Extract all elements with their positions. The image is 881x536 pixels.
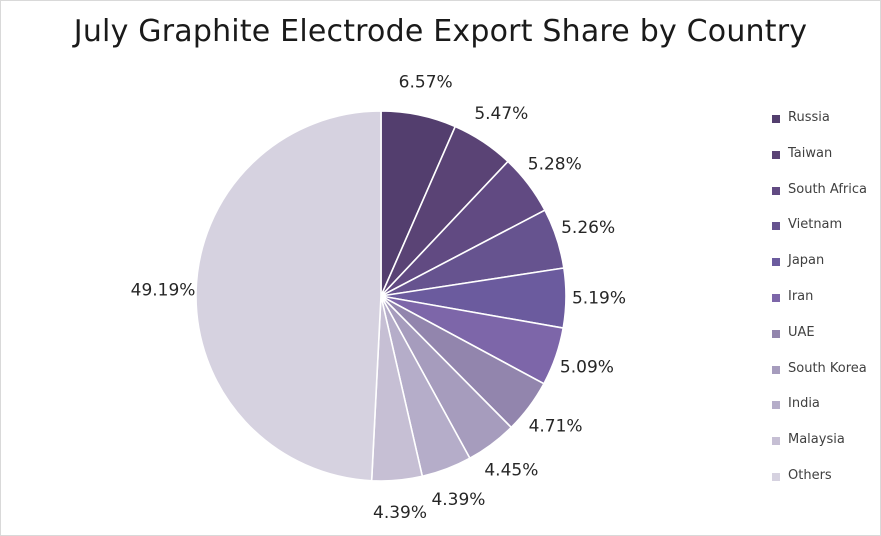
- legend-swatch: [772, 437, 780, 446]
- legend-swatch: [772, 329, 780, 338]
- legend-label: Iran: [788, 288, 814, 304]
- legend-swatch: [772, 115, 780, 123]
- legend-item: Others: [770, 466, 880, 502]
- legend-swatch: [772, 222, 780, 231]
- data-label-russia: 6.57%: [399, 73, 453, 93]
- legend-item: Malaysia: [770, 430, 880, 466]
- data-label-japan: 5.19%: [572, 288, 626, 308]
- data-label-india: 4.39%: [431, 490, 485, 510]
- pie-slice-others: [195, 110, 382, 482]
- legend-item: India: [770, 394, 880, 430]
- legend-label: India: [788, 396, 820, 412]
- chart-legend: Russia Taiwan South Africa Vietnam Japan Iran…: [770, 108, 880, 502]
- legend-label: Vietnam: [788, 217, 843, 233]
- data-label-taiwan: 5.47%: [474, 104, 528, 124]
- legend-swatch: [772, 401, 780, 410]
- data-label-malaysia: 4.39%: [373, 503, 427, 523]
- data-label-south-korea: 4.45%: [484, 461, 538, 481]
- legend-item: South Africa: [770, 180, 880, 216]
- chart-title: July Graphite Electrode Export Share by …: [73, 14, 808, 49]
- legend-swatch: [772, 365, 780, 374]
- legend-swatch: [772, 472, 780, 481]
- legend-item: South Korea: [770, 359, 880, 395]
- legend-swatch: [772, 293, 780, 302]
- legend-label: Malaysia: [788, 432, 845, 448]
- legend-label: UAE: [788, 324, 815, 340]
- legend-label: South Africa: [788, 181, 867, 197]
- legend-swatch: [772, 258, 780, 267]
- legend-item: UAE: [770, 323, 880, 359]
- legend-item: Russia: [770, 108, 880, 144]
- legend-label: Japan: [788, 253, 825, 269]
- legend-label: Russia: [788, 110, 830, 125]
- legend-item: Taiwan: [770, 144, 880, 180]
- data-label-vietnam: 5.26%: [561, 218, 615, 238]
- legend-item: Japan: [770, 251, 880, 287]
- data-label-uae: 4.71%: [529, 417, 583, 437]
- data-label-others: 49.19%: [131, 280, 196, 300]
- legend-swatch: [772, 186, 780, 195]
- legend-item: Vietnam: [770, 215, 880, 251]
- legend-item: Iran: [770, 287, 880, 323]
- data-label-iran: 5.09%: [560, 357, 614, 377]
- data-label-south-africa: 5.28%: [528, 154, 582, 174]
- legend-label: Taiwan: [788, 145, 833, 161]
- legend-label: South Korea: [788, 360, 867, 376]
- legend-swatch: [772, 150, 780, 159]
- legend-label: Others: [788, 467, 832, 483]
